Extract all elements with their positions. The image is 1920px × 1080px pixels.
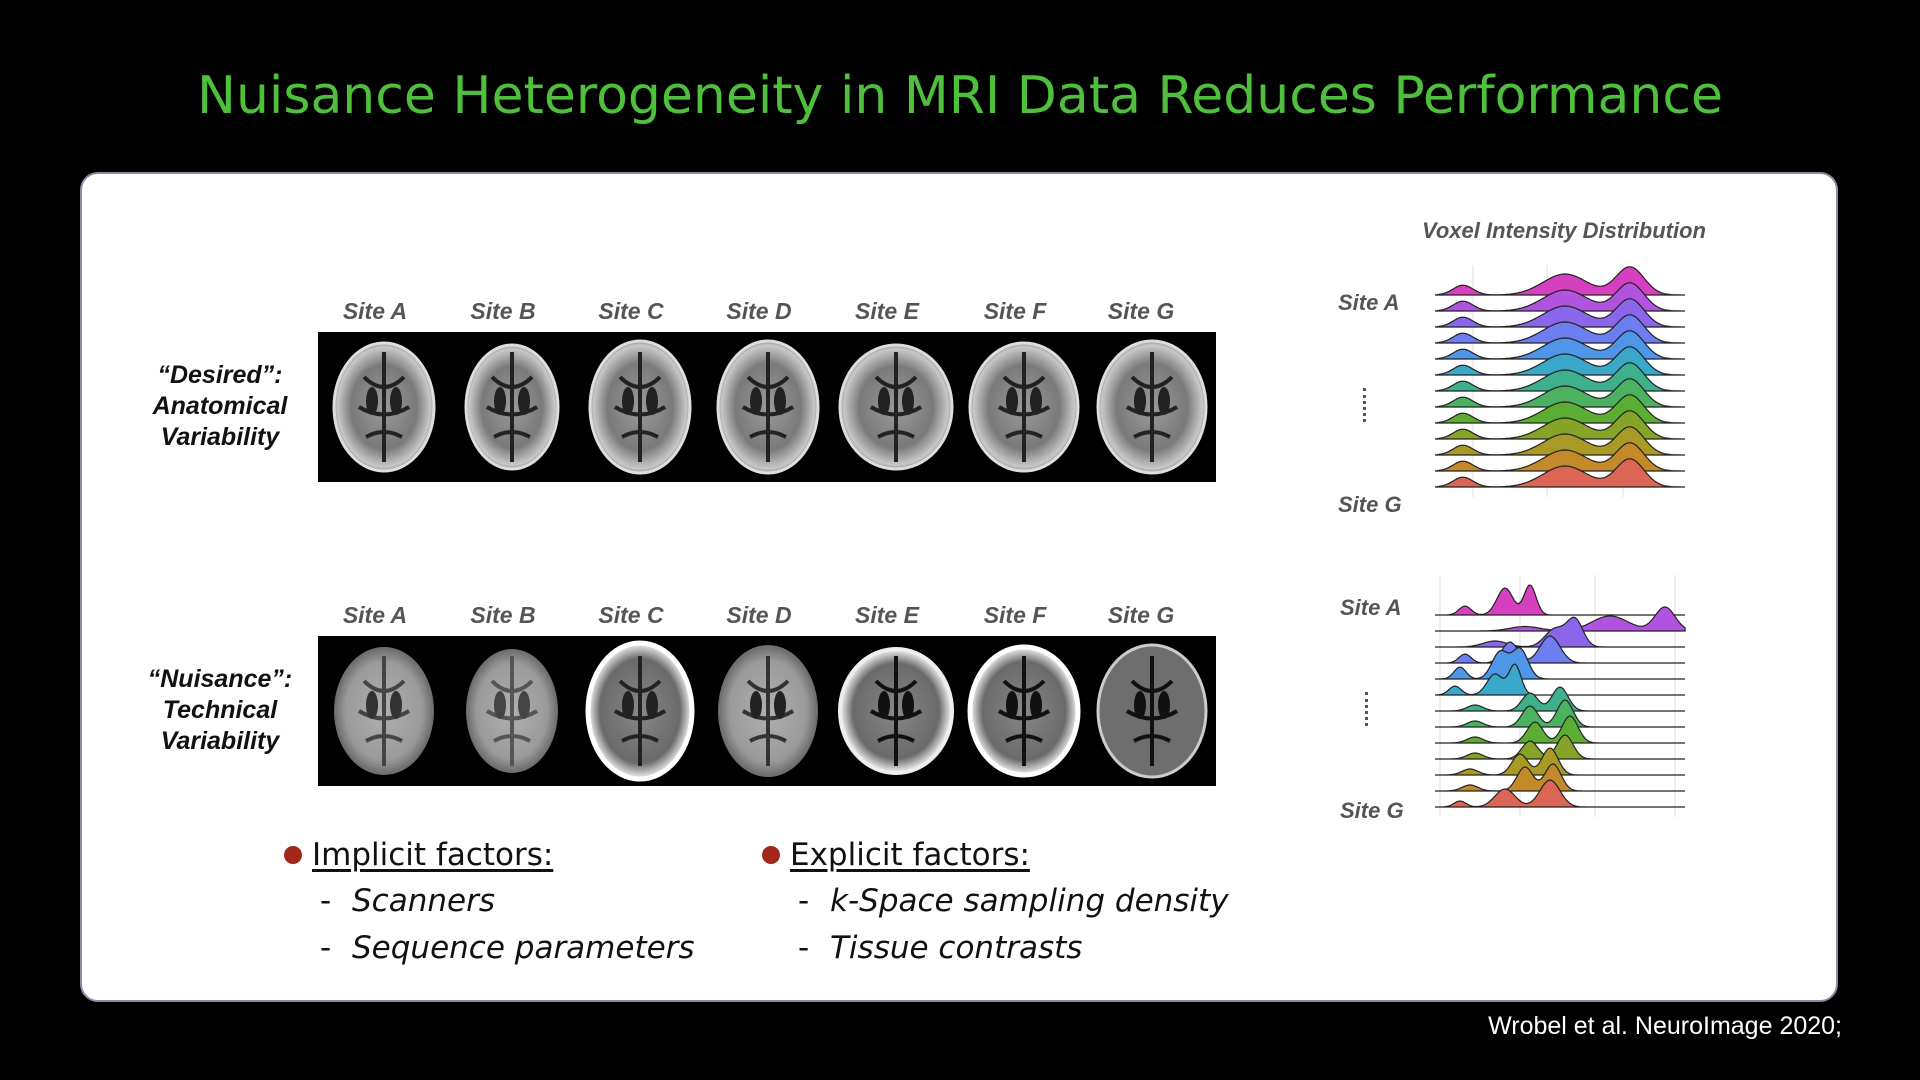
- top-ridge-ellipsis: [1363, 388, 1370, 422]
- desired-row-label: “Desired”: Anatomical Variability: [152, 361, 288, 451]
- top-ridge-first-label: Site A: [1338, 290, 1400, 315]
- list-item: - k-Space sampling density: [798, 883, 1229, 919]
- site-label: Site A: [342, 298, 408, 324]
- brain-scan-site-b: [464, 343, 560, 471]
- ridge-density-curve: [1435, 747, 1685, 776]
- site-label: Site D: [726, 602, 792, 628]
- ridge-density-curve: [1435, 763, 1685, 792]
- site-labels-row1: Site A Site B Site C Site D Site E Site …: [318, 298, 1218, 328]
- bottom-ridge-ellipsis: [1365, 692, 1372, 726]
- slide-title: Nuisance Heterogeneity in MRI Data Reduc…: [197, 66, 1723, 126]
- implicit-factors-list: Implicit factors: - Scanners - Sequence pa…: [284, 832, 704, 972]
- ridge-density-curve: [1435, 699, 1685, 728]
- brain-scan-site-f: [968, 341, 1080, 473]
- ridge-density-curve: [1435, 635, 1685, 664]
- site-label: Site G: [1107, 298, 1175, 324]
- brain-scans-row1: [332, 339, 1208, 475]
- nuisance-brain-strip: [318, 636, 1216, 786]
- brain-scan-site-c: [588, 339, 692, 475]
- explicit-factors-heading: Explicit factors:: [790, 837, 1030, 873]
- ridge-density-curve: [1435, 458, 1685, 488]
- brain-scan-site-g: [1096, 339, 1208, 475]
- site-label: Site C: [598, 298, 664, 324]
- site-label: Site B: [470, 602, 536, 628]
- site-label: Site A: [342, 602, 408, 628]
- brain-scan-site-c: [585, 640, 695, 782]
- site-label: Site E: [855, 298, 919, 324]
- brain-scan-site-e: [838, 647, 954, 775]
- ridgeline-plot-top: [1435, 265, 1685, 497]
- list-item: - Sequence parameters: [320, 930, 695, 966]
- site-label: Site F: [983, 602, 1047, 628]
- brain-scan-site-a: [334, 647, 434, 775]
- ridge-density-curve: [1435, 686, 1685, 712]
- ridge-density-curve: [1435, 715, 1685, 744]
- site-label: Site F: [983, 298, 1047, 324]
- citation: Wrobel et al. NeuroImage 2020;: [1488, 1012, 1842, 1040]
- site-label: Site E: [855, 602, 919, 628]
- ridgeline-plot-bottom: [1435, 575, 1686, 817]
- brain-scan-site-a: [332, 341, 436, 473]
- brain-scans-row2: [334, 640, 1208, 782]
- site-label: Site D: [726, 298, 792, 324]
- brain-scan-site-f: [967, 644, 1081, 778]
- brain-scan-site-e: [838, 343, 954, 471]
- brain-scan-site-d: [716, 339, 820, 475]
- site-labels-row2: Site A Site B Site C Site D Site E Site …: [318, 602, 1218, 632]
- desired-brain-strip: [318, 332, 1216, 482]
- explicit-factors-list: Explicit factors: - k-Space sampling dens…: [762, 832, 1282, 972]
- site-label: Site G: [1107, 602, 1175, 628]
- site-label: Site C: [598, 602, 664, 628]
- bullet-dot-icon: [284, 846, 302, 864]
- brain-scan-site-d: [718, 645, 818, 777]
- site-label: Site B: [470, 298, 536, 324]
- ridge-density-curve: [1435, 616, 1685, 648]
- bullet-dot-icon: [762, 846, 780, 864]
- list-item: - Scanners: [320, 883, 495, 919]
- implicit-factors-heading: Implicit factors:: [312, 837, 554, 873]
- nuisance-row-label: “Nuisance”: Technical Variability: [147, 665, 293, 755]
- bottom-ridge-first-label: Site A: [1340, 595, 1402, 620]
- ridge-density-curve: [1435, 584, 1685, 616]
- brain-scan-site-b: [466, 649, 558, 773]
- brain-scan-site-g: [1096, 643, 1208, 779]
- distribution-title: Voxel Intensity Distribution: [1422, 218, 1706, 243]
- ridge-density-curve: [1435, 734, 1685, 760]
- ridge-density-curve: [1435, 646, 1685, 680]
- bottom-ridge-last-label: Site G: [1340, 798, 1404, 823]
- top-ridge-last-label: Site G: [1338, 492, 1402, 517]
- list-item: - Tissue contrasts: [798, 930, 1083, 966]
- ridge-density-curve: [1435, 779, 1685, 808]
